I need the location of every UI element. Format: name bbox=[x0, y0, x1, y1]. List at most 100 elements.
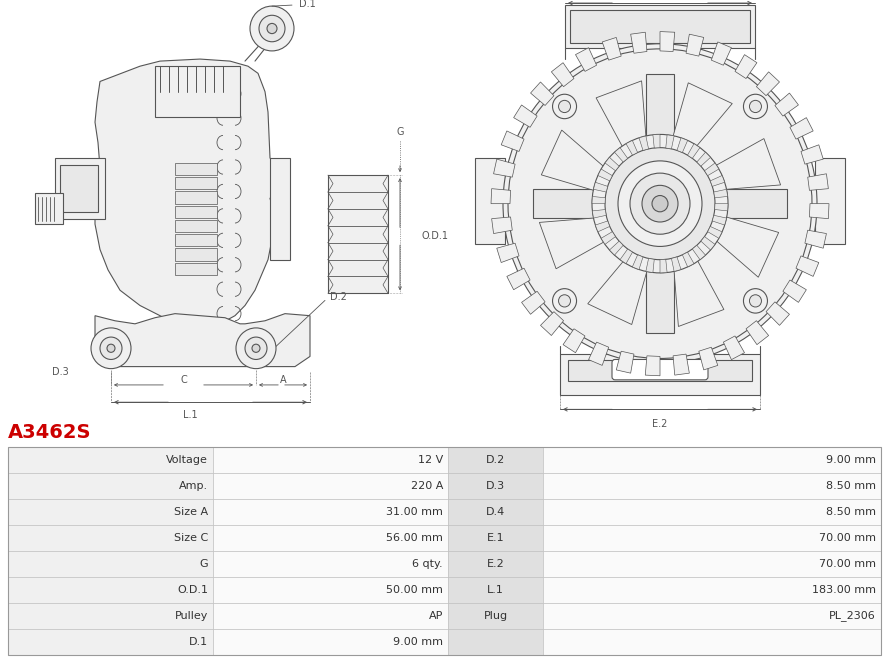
Polygon shape bbox=[704, 163, 719, 176]
Circle shape bbox=[267, 24, 277, 34]
Polygon shape bbox=[507, 268, 530, 290]
Polygon shape bbox=[626, 140, 637, 155]
Bar bbox=[475, 158, 505, 244]
Polygon shape bbox=[757, 72, 780, 95]
Bar bbox=[55, 158, 105, 219]
Polygon shape bbox=[95, 59, 275, 326]
Bar bbox=[270, 158, 290, 260]
Circle shape bbox=[508, 49, 812, 359]
Bar bbox=[213, 603, 448, 629]
Circle shape bbox=[245, 337, 267, 359]
Text: L.1: L.1 bbox=[487, 585, 504, 595]
Polygon shape bbox=[808, 174, 829, 190]
Text: D.2: D.2 bbox=[486, 455, 505, 465]
Text: D.3: D.3 bbox=[52, 367, 68, 376]
Polygon shape bbox=[671, 257, 681, 271]
Text: E.2: E.2 bbox=[653, 418, 668, 428]
Polygon shape bbox=[492, 217, 512, 234]
Polygon shape bbox=[514, 105, 537, 127]
Bar bbox=[8, 499, 213, 524]
Bar bbox=[175, 220, 217, 232]
Bar bbox=[175, 234, 217, 247]
Polygon shape bbox=[692, 139, 781, 191]
Polygon shape bbox=[715, 204, 728, 211]
Bar bbox=[543, 499, 881, 524]
Bar bbox=[213, 472, 448, 499]
Text: Size A: Size A bbox=[174, 507, 208, 517]
Text: AP: AP bbox=[428, 611, 443, 621]
Polygon shape bbox=[589, 342, 609, 365]
Polygon shape bbox=[598, 169, 613, 181]
Polygon shape bbox=[673, 354, 689, 375]
Bar bbox=[543, 629, 881, 655]
Text: G: G bbox=[396, 128, 404, 138]
Text: PL_2306: PL_2306 bbox=[829, 611, 876, 621]
Polygon shape bbox=[632, 255, 643, 270]
Text: O.D.1: O.D.1 bbox=[177, 585, 208, 595]
Polygon shape bbox=[672, 236, 724, 326]
Bar bbox=[8, 603, 213, 629]
Circle shape bbox=[553, 289, 577, 313]
Circle shape bbox=[642, 186, 678, 222]
Polygon shape bbox=[605, 157, 619, 170]
Polygon shape bbox=[801, 145, 823, 164]
Polygon shape bbox=[592, 197, 605, 204]
Polygon shape bbox=[614, 147, 628, 162]
Text: 220 A: 220 A bbox=[411, 481, 443, 491]
Circle shape bbox=[558, 295, 571, 307]
Text: E.1: E.1 bbox=[486, 533, 504, 543]
Polygon shape bbox=[693, 245, 706, 260]
Text: 70.00 mm: 70.00 mm bbox=[819, 559, 876, 569]
Circle shape bbox=[743, 289, 767, 313]
Polygon shape bbox=[551, 63, 574, 87]
Text: Plug: Plug bbox=[484, 611, 508, 621]
Bar bbox=[568, 361, 752, 381]
Text: 9.00 mm: 9.00 mm bbox=[826, 455, 876, 465]
Text: 9.00 mm: 9.00 mm bbox=[393, 637, 443, 647]
Bar bbox=[175, 163, 217, 175]
Bar bbox=[60, 165, 98, 212]
Polygon shape bbox=[563, 329, 585, 353]
Circle shape bbox=[652, 195, 668, 212]
Polygon shape bbox=[491, 189, 510, 204]
Polygon shape bbox=[533, 190, 595, 218]
Polygon shape bbox=[686, 34, 704, 56]
Circle shape bbox=[618, 161, 702, 247]
Text: Pulley: Pulley bbox=[174, 611, 208, 621]
Polygon shape bbox=[620, 249, 632, 264]
Bar bbox=[543, 524, 881, 551]
Polygon shape bbox=[805, 230, 827, 248]
Bar bbox=[543, 447, 881, 472]
Bar bbox=[175, 177, 217, 190]
Polygon shape bbox=[697, 152, 710, 166]
Circle shape bbox=[743, 94, 767, 118]
Bar bbox=[175, 249, 217, 261]
Circle shape bbox=[592, 134, 728, 273]
Polygon shape bbox=[493, 159, 515, 177]
Circle shape bbox=[259, 15, 285, 41]
Text: L.1: L.1 bbox=[182, 411, 197, 420]
Polygon shape bbox=[714, 190, 727, 198]
Bar bbox=[328, 175, 388, 293]
Polygon shape bbox=[645, 356, 660, 376]
Polygon shape bbox=[639, 136, 649, 151]
Text: E.1: E.1 bbox=[653, 0, 668, 1]
Bar bbox=[448, 524, 543, 551]
Bar bbox=[8, 447, 881, 655]
Polygon shape bbox=[677, 138, 688, 153]
Bar bbox=[8, 524, 213, 551]
Text: A: A bbox=[280, 375, 286, 385]
Polygon shape bbox=[660, 259, 667, 273]
Bar bbox=[8, 577, 213, 603]
Circle shape bbox=[503, 44, 817, 364]
Polygon shape bbox=[497, 243, 519, 263]
Bar bbox=[448, 577, 543, 603]
Bar bbox=[543, 472, 881, 499]
Polygon shape bbox=[540, 216, 629, 268]
Polygon shape bbox=[665, 83, 733, 168]
Polygon shape bbox=[531, 82, 554, 105]
Text: C: C bbox=[180, 375, 187, 385]
Polygon shape bbox=[594, 182, 608, 192]
Bar bbox=[560, 355, 760, 395]
Bar bbox=[448, 447, 543, 472]
